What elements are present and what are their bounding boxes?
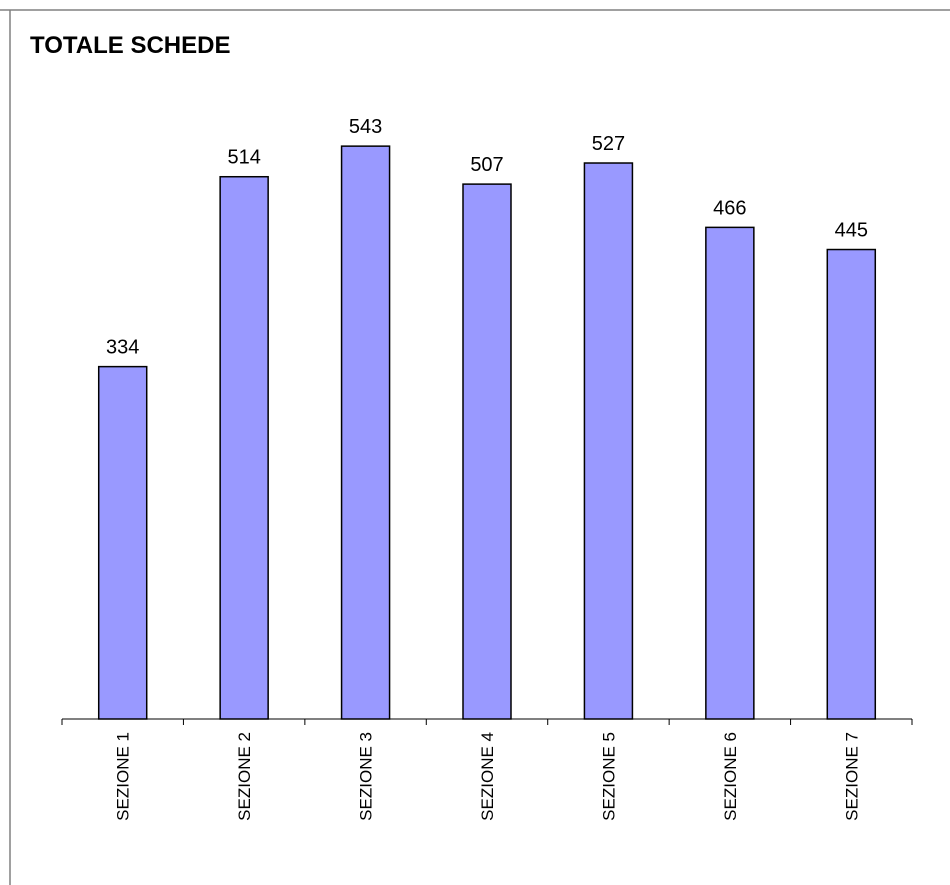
bar [340,145,391,720]
bar [97,365,148,720]
x-tick-label: SEZIONE 3 [357,732,376,821]
x-tick-label: SEZIONE 1 [114,732,133,821]
bar [705,226,755,720]
value-label: 466 [713,197,746,219]
value-label: 445 [835,220,868,242]
bar [462,183,512,720]
x-tick-label: SEZIONE 4 [478,732,497,821]
x-tick-label: SEZIONE 2 [235,732,254,821]
x-tick-label: SEZIONE 6 [721,732,740,821]
value-label: 514 [227,147,260,169]
x-tick-label: SEZIONE 5 [599,732,618,821]
value-label: 507 [470,154,503,176]
value-label: 334 [106,337,139,359]
x-tick-label: SEZIONE 7 [842,732,861,821]
value-label: 527 [592,133,625,155]
chart-title: TOTALE SCHEDE [30,32,230,59]
value-label: 543 [349,116,382,138]
bar [826,248,877,720]
bar [583,162,634,720]
bar [219,175,269,720]
